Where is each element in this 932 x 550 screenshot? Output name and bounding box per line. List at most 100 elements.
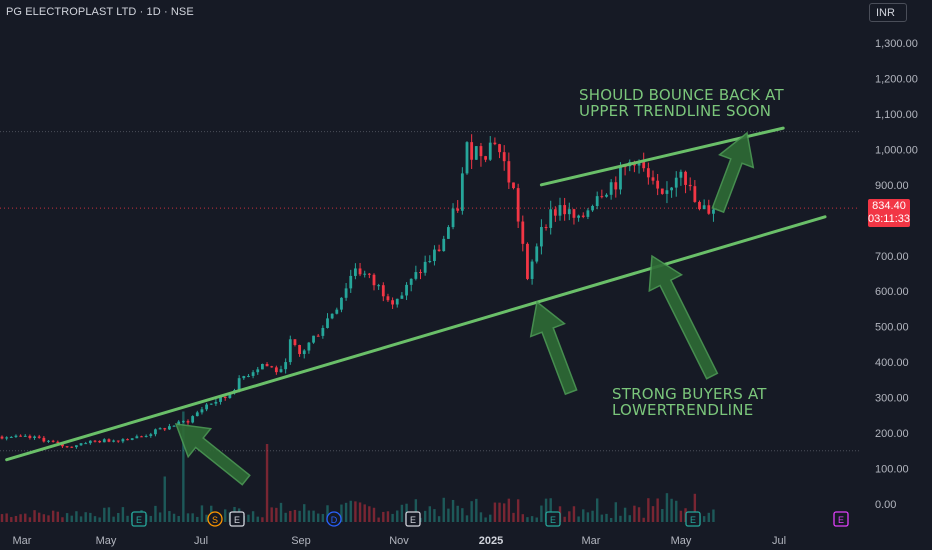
volume-bar xyxy=(149,515,152,522)
y-tick-label: 1,100.00 xyxy=(875,109,918,121)
candle-body xyxy=(419,272,422,274)
event-marker-icon xyxy=(229,511,245,527)
volume-bar xyxy=(512,512,515,522)
candle-body xyxy=(223,396,227,398)
volume-bar xyxy=(275,507,278,522)
candle-body xyxy=(646,168,650,178)
last-price-tag: 834.40 03:11:33 xyxy=(868,199,910,227)
symbol-title[interactable]: PG ELECTROPLAST LTD · 1D · NSE xyxy=(6,6,194,18)
volume-bar xyxy=(675,500,678,522)
volume-bar xyxy=(582,509,585,522)
candle-body xyxy=(609,182,613,195)
candle-body xyxy=(451,208,455,228)
candle-body xyxy=(405,284,408,296)
volume-bar xyxy=(633,505,636,522)
candle-body xyxy=(484,156,487,160)
volume-bar xyxy=(177,516,180,522)
volume-bar xyxy=(224,509,227,522)
upper-annotation: SHOULD BOUNCE BACK AT UPPER TRENDLINE SO… xyxy=(579,87,784,119)
volume-bar xyxy=(182,411,185,522)
volume-bar xyxy=(382,511,385,522)
volume-bar xyxy=(451,499,455,522)
volume-bar xyxy=(117,512,120,522)
candle-body xyxy=(168,426,171,430)
candle-body xyxy=(340,297,343,310)
candle-body xyxy=(5,437,9,439)
volume-bar xyxy=(289,510,292,522)
volume-bar xyxy=(172,513,176,522)
candle-body xyxy=(674,177,678,188)
candle-body xyxy=(242,376,246,379)
candle-body xyxy=(651,177,655,181)
candle-body xyxy=(591,206,594,211)
candle-body xyxy=(572,209,576,218)
volume-bar xyxy=(270,507,273,522)
event-marker-label: E xyxy=(234,515,240,525)
candle-body xyxy=(400,295,404,299)
volume-bar xyxy=(372,507,376,522)
volume-bar xyxy=(479,512,483,522)
volume-bar xyxy=(321,513,325,522)
y-tick-label: 900.00 xyxy=(875,180,909,192)
volume-bar xyxy=(591,510,594,522)
volume-bar xyxy=(191,513,194,522)
candle-body xyxy=(19,435,22,437)
volume-bar xyxy=(628,515,631,522)
candle-body xyxy=(549,209,553,228)
volume-bar xyxy=(465,515,469,522)
candle-body xyxy=(395,298,399,305)
event-marker-label: E xyxy=(838,515,844,525)
candle-body xyxy=(521,221,525,244)
volume-bar xyxy=(98,517,101,522)
volume-bar xyxy=(670,498,673,522)
candle-body xyxy=(149,434,153,436)
volume-bar xyxy=(577,516,580,522)
volume-bar xyxy=(461,508,464,522)
volume-bar xyxy=(70,515,73,522)
candle-body xyxy=(195,412,199,417)
candle-body xyxy=(600,196,604,198)
candle-body xyxy=(126,439,129,441)
volume-bar xyxy=(65,513,69,522)
volume-bar xyxy=(279,502,283,522)
x-tick-label: Mar xyxy=(582,535,601,547)
volume-bar xyxy=(651,506,655,522)
volume-bar xyxy=(568,511,571,522)
event-marker-label: E xyxy=(410,515,416,525)
candle-body xyxy=(502,152,506,162)
volume-bar xyxy=(447,508,450,522)
volume-bar xyxy=(89,512,92,522)
volume-bar xyxy=(256,516,259,522)
volume-bar xyxy=(540,505,543,522)
event-marker-icon xyxy=(685,511,701,527)
volume-bar xyxy=(317,513,320,522)
volume-bar xyxy=(386,511,390,522)
candle-body xyxy=(163,428,167,430)
candle-body xyxy=(270,366,274,368)
currency-selector[interactable]: INR xyxy=(869,3,907,22)
volume-bar xyxy=(312,510,315,522)
candle-body xyxy=(116,440,120,442)
volume-bar xyxy=(298,510,301,522)
volume-bar xyxy=(396,510,399,522)
x-tick-label: May xyxy=(96,535,117,547)
volume-bar xyxy=(51,510,55,522)
volume-bar xyxy=(158,512,162,522)
candle-body xyxy=(284,362,288,370)
candle-body xyxy=(70,446,74,448)
candle-body xyxy=(102,439,106,443)
y-tick-label: 500.00 xyxy=(875,322,909,334)
y-tick-label: 1,300.00 xyxy=(875,38,918,50)
x-tick-label: Sep xyxy=(291,535,311,547)
candle-body xyxy=(349,275,353,289)
candle-body xyxy=(530,261,534,279)
candle-body xyxy=(363,273,367,275)
y-tick-label: 1,200.00 xyxy=(875,73,918,85)
volume-bar xyxy=(112,516,115,522)
candle-body xyxy=(563,205,567,215)
y-tick-label: 1,000.00 xyxy=(875,144,918,156)
candle-body xyxy=(605,194,608,197)
candle-body xyxy=(595,196,599,207)
